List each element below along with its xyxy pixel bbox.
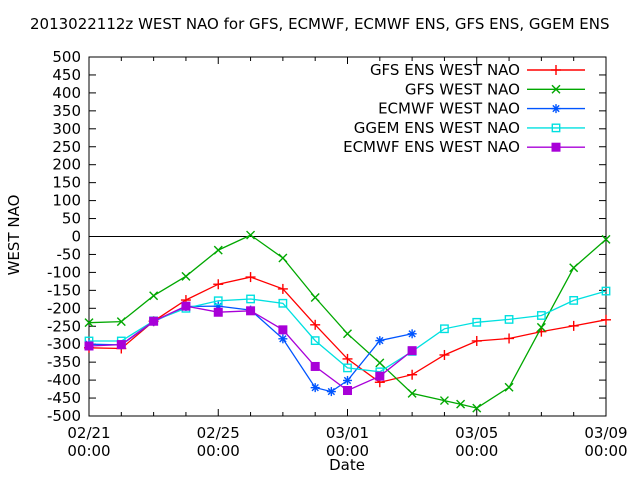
legend-label: ECMWF WEST NAO <box>378 100 520 118</box>
series-ecmwf-ens-west-nao <box>84 301 417 396</box>
legend-entry-ggem-ens-west-nao: GGEM ENS WEST NAO <box>354 119 585 137</box>
x-tick-date: 03/09 <box>584 424 627 442</box>
y-tick-label: 500 <box>52 48 81 66</box>
legend-label: GFS WEST NAO <box>405 80 520 98</box>
y-tick-label: 350 <box>52 102 81 120</box>
legend-entry-gfs-west-nao: GFS WEST NAO <box>405 80 585 98</box>
x-tick-date: 02/21 <box>67 424 110 442</box>
y-tick-label: -350 <box>47 353 81 371</box>
y-tick-label: -250 <box>47 317 81 335</box>
series-line-gfs-west-nao <box>88 234 607 409</box>
series-gfs-west-nao <box>84 230 611 413</box>
y-tick-label: 50 <box>62 210 81 228</box>
legend-label: GFS ENS WEST NAO <box>370 61 520 79</box>
legend-label: ECMWF ENS WEST NAO <box>343 138 520 156</box>
y-tick-label: 450 <box>52 66 81 84</box>
y-tick-label: -450 <box>47 389 81 407</box>
y-tick-label: -50 <box>57 245 82 263</box>
y-tick-label: -300 <box>47 335 81 353</box>
y-tick-label: 400 <box>52 84 81 102</box>
legend-entry-gfs-ens-west-nao: GFS ENS WEST NAO <box>370 61 585 79</box>
series-line-ggem-ens-west-nao <box>89 290 607 373</box>
y-tick-label: -400 <box>47 371 81 389</box>
legend-entry-ecmwf-west-nao: ECMWF WEST NAO <box>378 100 585 118</box>
y-tick-label: 150 <box>52 174 81 192</box>
y-tick-label: 0 <box>71 228 81 246</box>
x-tick-date: 02/25 <box>197 424 240 442</box>
x-axis-label: Date <box>329 456 365 474</box>
x-axis-tick-labels: 02/2100:0002/2500:0003/0100:0003/0500:00… <box>67 424 627 460</box>
chart-title: 2013022112z WEST NAO for GFS, ECMWF, ECM… <box>30 15 610 33</box>
x-tick-time: 00:00 <box>455 442 498 460</box>
x-axis-ticks <box>88 57 607 416</box>
y-tick-label: 250 <box>52 138 81 156</box>
y-tick-label: -100 <box>47 263 81 281</box>
x-tick-date: 03/01 <box>326 424 369 442</box>
legend-entry-ecmwf-ens-west-nao: ECMWF ENS WEST NAO <box>343 138 585 156</box>
y-tick-label: -150 <box>47 281 81 299</box>
y-tick-label: 100 <box>52 192 81 210</box>
series-line-gfs-ens-west-nao <box>88 276 607 384</box>
y-tick-label: 200 <box>52 156 81 174</box>
y-tick-label: -500 <box>47 407 81 425</box>
x-tick-time: 00:00 <box>67 442 110 460</box>
y-axis-tick-labels: -500-450-400-350-300-250-200-150-100-500… <box>47 48 81 425</box>
legend-label: GGEM ENS WEST NAO <box>354 119 520 137</box>
y-tick-label: -200 <box>47 299 81 317</box>
x-tick-time: 00:00 <box>197 442 240 460</box>
y-tick-label: 300 <box>52 120 81 138</box>
x-tick-date: 03/05 <box>455 424 498 442</box>
x-tick-time: 00:00 <box>326 442 369 460</box>
x-tick-time: 00:00 <box>584 442 627 460</box>
